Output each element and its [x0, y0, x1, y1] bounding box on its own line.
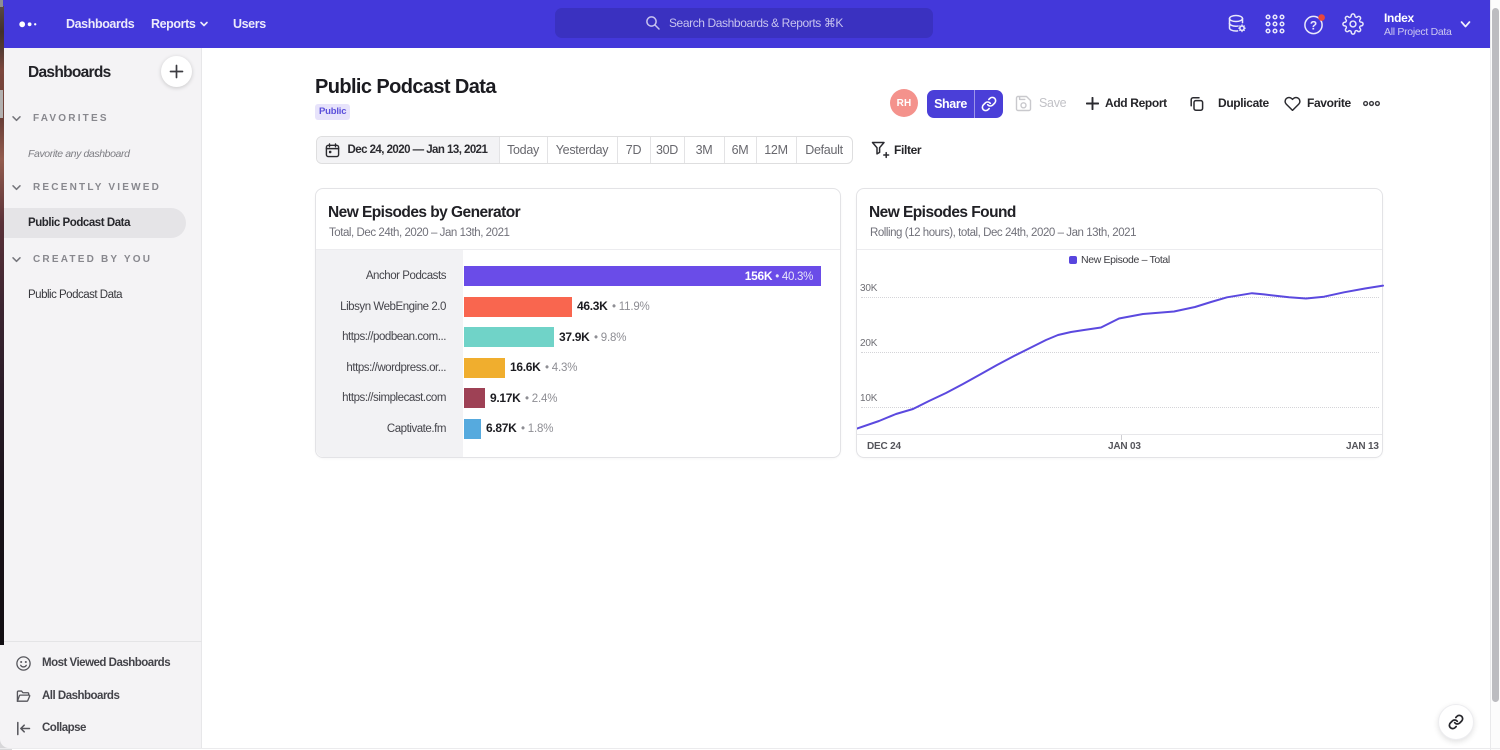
- svg-text:?: ?: [1310, 18, 1317, 32]
